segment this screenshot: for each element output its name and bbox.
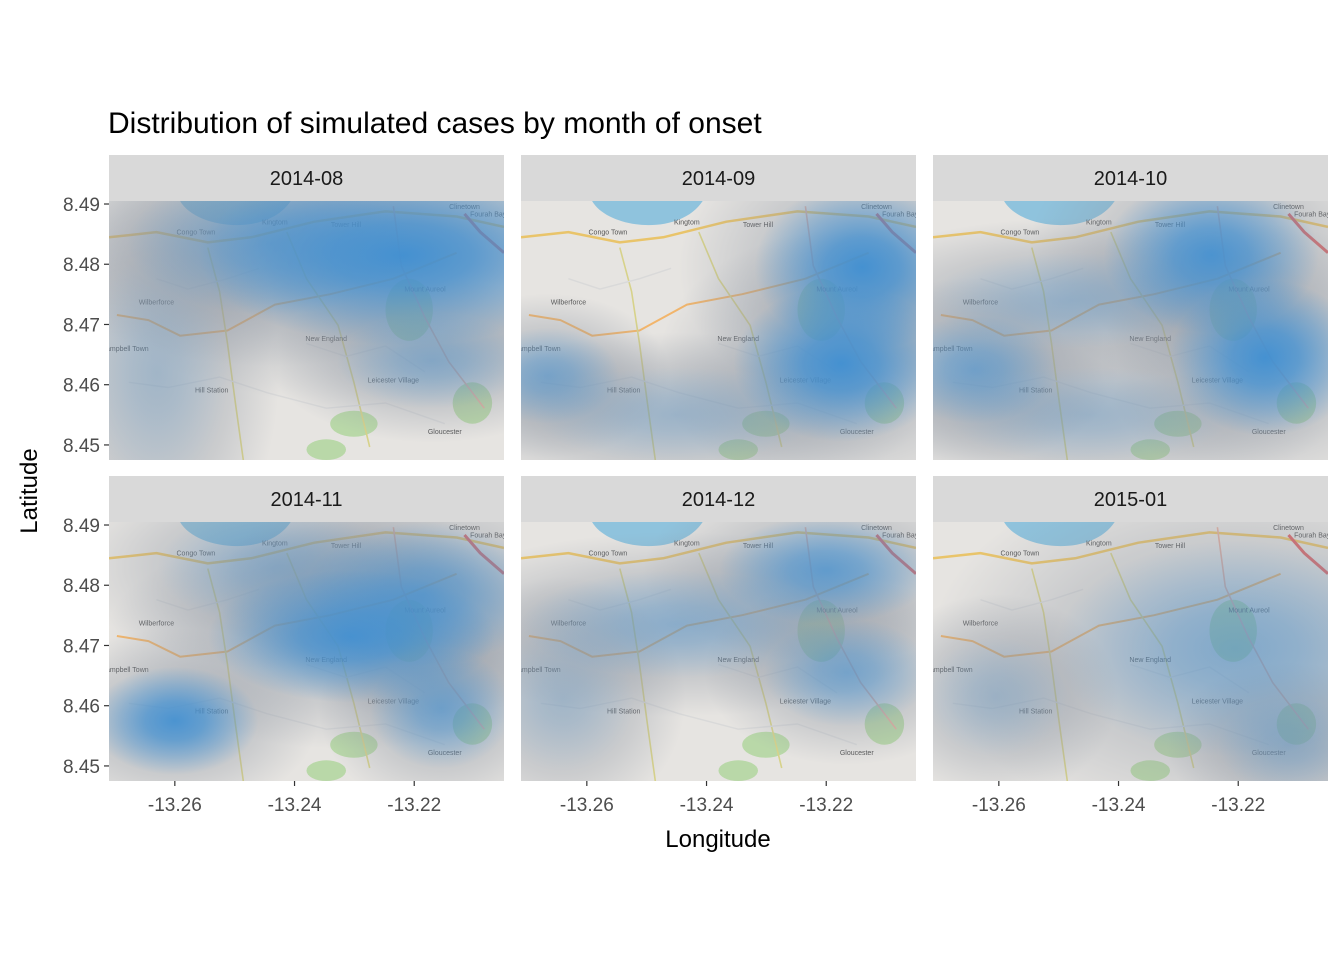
y-axes: 8.45 8.46 8.47 8.48 8.49 8.45 8.46 8.47 8.48 8.49 — [63, 195, 109, 778]
x-tick-label: -13.24 — [680, 795, 734, 816]
map-area: Tower HillCongo TownKingtomFourah BayWil… — [933, 201, 1328, 460]
x-tick-label: -13.26 — [972, 795, 1026, 816]
facet-strip-label: 2014-08 — [270, 168, 343, 190]
map-area: Tower HillCongo TownKingtomFourah BayWil… — [109, 522, 504, 781]
x-tick-label: -13.26 — [560, 795, 614, 816]
y-tick-label: 8.45 — [63, 436, 100, 457]
plot-title: Distribution of simulated cases by month… — [108, 107, 762, 140]
density-hotspot — [521, 627, 635, 772]
x-tick-label: -13.22 — [1211, 795, 1265, 816]
basemap-label: Congo Town — [589, 230, 628, 237]
facet-panel-2015-01: 2015-01 Tower HillCongo TownKingtomFourah… — [933, 476, 1328, 781]
facet-strip — [521, 155, 916, 201]
basemap-label: Kingtom — [674, 219, 700, 226]
facet-strip — [521, 476, 916, 522]
map-area: Tower HillCongo TownKingtomFourah BayWil… — [933, 522, 1328, 781]
density-hotspot — [533, 366, 821, 460]
facet-strip — [933, 155, 1328, 201]
y-tick-label: 8.48 — [63, 576, 100, 597]
facet-strip-label: 2014-10 — [1094, 168, 1167, 190]
facet-strip-label: 2014-11 — [271, 489, 343, 511]
density-hotspot — [1217, 696, 1328, 781]
y-axis-title: Latitude — [16, 448, 43, 533]
density-hotspot — [156, 522, 397, 628]
facet-strip — [933, 476, 1328, 522]
x-axis-title: Longitude — [665, 826, 770, 853]
density-hotspot — [933, 252, 1215, 349]
facet-strip — [109, 476, 504, 522]
facet-strip-label: 2014-12 — [682, 489, 755, 511]
park-area — [306, 760, 346, 781]
road — [568, 267, 672, 290]
density-hotspot — [109, 666, 259, 775]
facet-panel-2014-12: 2014-12 Tower HillCongo TownKingtomFourah… — [521, 476, 916, 781]
y-tick-label: 8.46 — [63, 376, 100, 397]
x-tick-label: -13.22 — [387, 795, 441, 816]
x-tick-label: -13.24 — [268, 795, 322, 816]
facet-strip — [109, 155, 504, 201]
facet-strip-label: 2015-01 — [1094, 489, 1167, 511]
y-tick-label: 8.48 — [63, 255, 100, 276]
park-area — [718, 760, 758, 781]
map-area: Tower HillCongo TownKingtomFourah BayWil… — [109, 201, 504, 460]
x-tick-label: -13.22 — [799, 795, 853, 816]
map-area: Tower HillCongo TownKingtomFourah BayWil… — [521, 201, 916, 460]
y-tick-label: 8.45 — [63, 757, 100, 778]
facet-panel-2014-11: 2014-11 Tower HillCongo TownKingtomFourah… — [109, 476, 504, 781]
density-hotspot — [109, 252, 229, 460]
y-tick-label: 8.49 — [63, 195, 100, 216]
y-tick-label: 8.46 — [63, 697, 100, 718]
density-hotspot — [933, 636, 1068, 757]
facet-panels: 2014-08 Tower HillCongo TownKingtomFourah… — [109, 155, 1328, 781]
facet-panel-2014-10: 2014-10 Tower HillCongo TownKingtomFourah… — [933, 155, 1328, 460]
facet-panel-2014-08: 2014-08 Tower HillCongo TownKingtomFourah… — [109, 155, 504, 460]
y-tick-label: 8.47 — [63, 315, 100, 336]
density-hotspot — [369, 648, 504, 769]
y-tick-label: 8.47 — [63, 636, 100, 657]
density-hotspot — [945, 366, 1233, 460]
map-area: Tower HillCongo TownKingtomFourah BayWil… — [521, 522, 916, 781]
x-axes: -13.26 -13.24 -13.22 -13.26 -13.24 -13.22 -13.… — [148, 781, 1265, 816]
x-tick-label: -13.24 — [1092, 795, 1146, 816]
facet-panel-2014-09: 2014-09Tower HillCongo TownKingtomFourah… — [521, 155, 916, 460]
density-hotspot — [336, 312, 504, 409]
park-area — [306, 439, 346, 460]
water-body — [592, 201, 703, 226]
facet-strip-label: 2014-09 — [682, 168, 755, 190]
x-tick-label: -13.26 — [148, 795, 202, 816]
y-tick-label: 8.49 — [63, 516, 100, 537]
